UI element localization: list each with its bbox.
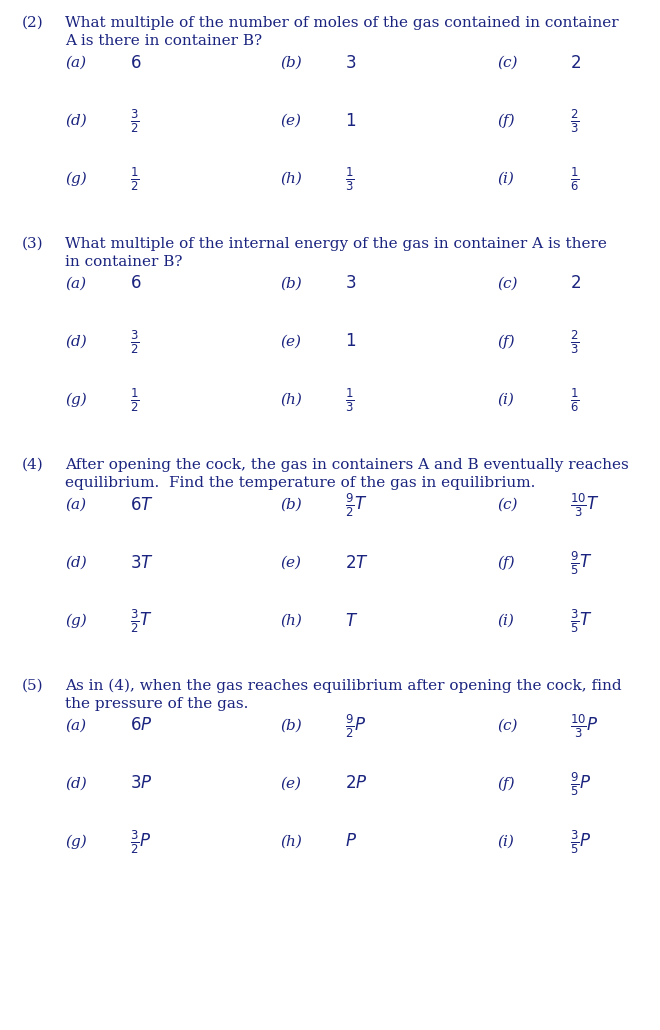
Text: $\frac{9}{5}T$: $\frac{9}{5}T$: [570, 549, 593, 577]
Text: (f): (f): [497, 113, 515, 128]
Text: (c): (c): [497, 719, 517, 733]
Text: (b): (b): [280, 719, 302, 733]
Text: After opening the cock, the gas in containers A and B eventually reaches: After opening the cock, the gas in conta…: [65, 458, 629, 472]
Text: $T$: $T$: [345, 613, 358, 629]
Text: (g): (g): [65, 614, 86, 628]
Text: $2$: $2$: [570, 55, 581, 71]
Text: $\frac{2}{3}$: $\frac{2}{3}$: [570, 107, 579, 135]
Text: in container B?: in container B?: [65, 255, 183, 269]
Text: $3$: $3$: [345, 275, 356, 293]
Text: (c): (c): [497, 277, 517, 291]
Text: (f): (f): [497, 335, 515, 349]
Text: (c): (c): [497, 56, 517, 70]
Text: $\frac{3}{5}T$: $\frac{3}{5}T$: [570, 608, 593, 634]
Text: $2$: $2$: [570, 275, 581, 293]
Text: $1$: $1$: [345, 334, 356, 350]
Text: $1$: $1$: [345, 112, 356, 130]
Text: (a): (a): [65, 497, 86, 512]
Text: (i): (i): [497, 614, 514, 628]
Text: (f): (f): [497, 777, 515, 791]
Text: (a): (a): [65, 277, 86, 291]
Text: (2): (2): [22, 16, 44, 30]
Text: What multiple of the internal energy of the gas in container A is there: What multiple of the internal energy of …: [65, 237, 607, 251]
Text: (c): (c): [497, 497, 517, 512]
Text: $\frac{3}{2}T$: $\frac{3}{2}T$: [130, 608, 152, 634]
Text: $3$: $3$: [345, 55, 356, 71]
Text: $\frac{10}{3}P$: $\frac{10}{3}P$: [570, 713, 599, 740]
Text: $6P$: $6P$: [130, 718, 152, 734]
Text: $\frac{3}{2}P$: $\frac{3}{2}P$: [130, 828, 152, 856]
Text: $\frac{1}{6}$: $\frac{1}{6}$: [570, 165, 579, 193]
Text: (e): (e): [280, 777, 301, 791]
Text: $3P$: $3P$: [130, 776, 152, 792]
Text: (b): (b): [280, 277, 302, 291]
Text: (g): (g): [65, 834, 86, 849]
Text: $3T$: $3T$: [130, 554, 154, 572]
Text: (i): (i): [497, 835, 514, 849]
Text: $2P$: $2P$: [345, 776, 368, 792]
Text: $\frac{9}{2}T$: $\frac{9}{2}T$: [345, 491, 368, 519]
Text: (f): (f): [497, 556, 515, 571]
Text: $2T$: $2T$: [345, 554, 369, 572]
Text: (a): (a): [65, 719, 86, 733]
Text: As in (4), when the gas reaches equilibrium after opening the cock, find: As in (4), when the gas reaches equilibr…: [65, 679, 622, 693]
Text: (i): (i): [497, 172, 514, 186]
Text: $6T$: $6T$: [130, 496, 154, 514]
Text: A is there in container B?: A is there in container B?: [65, 34, 262, 48]
Text: (h): (h): [280, 835, 302, 849]
Text: $6$: $6$: [130, 275, 141, 293]
Text: (e): (e): [280, 556, 301, 570]
Text: equilibrium.  Find the temperature of the gas in equilibrium.: equilibrium. Find the temperature of the…: [65, 476, 535, 490]
Text: (d): (d): [65, 114, 86, 128]
Text: $\frac{1}{3}$: $\frac{1}{3}$: [345, 165, 354, 193]
Text: $P$: $P$: [345, 833, 357, 851]
Text: $\frac{1}{3}$: $\frac{1}{3}$: [345, 386, 354, 414]
Text: (5): (5): [22, 679, 44, 693]
Text: (4): (4): [22, 458, 44, 472]
Text: (e): (e): [280, 335, 301, 349]
Text: (h): (h): [280, 614, 302, 628]
Text: (d): (d): [65, 335, 86, 349]
Text: $\frac{1}{6}$: $\frac{1}{6}$: [570, 386, 579, 414]
Text: (3): (3): [22, 237, 44, 251]
Text: What multiple of the number of moles of the gas contained in container: What multiple of the number of moles of …: [65, 16, 618, 30]
Text: (h): (h): [280, 172, 302, 186]
Text: (g): (g): [65, 392, 86, 407]
Text: (d): (d): [65, 556, 86, 570]
Text: $\frac{9}{5}P$: $\frac{9}{5}P$: [570, 770, 591, 797]
Text: $\frac{3}{5}P$: $\frac{3}{5}P$: [570, 828, 591, 856]
Text: $\frac{9}{2}P$: $\frac{9}{2}P$: [345, 713, 366, 740]
Text: $\frac{10}{3}T$: $\frac{10}{3}T$: [570, 491, 600, 519]
Text: (a): (a): [65, 56, 86, 70]
Text: the pressure of the gas.: the pressure of the gas.: [65, 697, 248, 711]
Text: $\frac{2}{3}$: $\frac{2}{3}$: [570, 329, 579, 355]
Text: (e): (e): [280, 114, 301, 128]
Text: $\frac{3}{2}$: $\frac{3}{2}$: [130, 329, 139, 355]
Text: $\frac{1}{2}$: $\frac{1}{2}$: [130, 165, 139, 193]
Text: (g): (g): [65, 172, 86, 186]
Text: (h): (h): [280, 393, 302, 407]
Text: $\frac{3}{2}$: $\frac{3}{2}$: [130, 107, 139, 135]
Text: (b): (b): [280, 56, 302, 70]
Text: (b): (b): [280, 497, 302, 512]
Text: $6$: $6$: [130, 55, 141, 71]
Text: (i): (i): [497, 393, 514, 407]
Text: $\frac{1}{2}$: $\frac{1}{2}$: [130, 386, 139, 414]
Text: (d): (d): [65, 777, 86, 791]
